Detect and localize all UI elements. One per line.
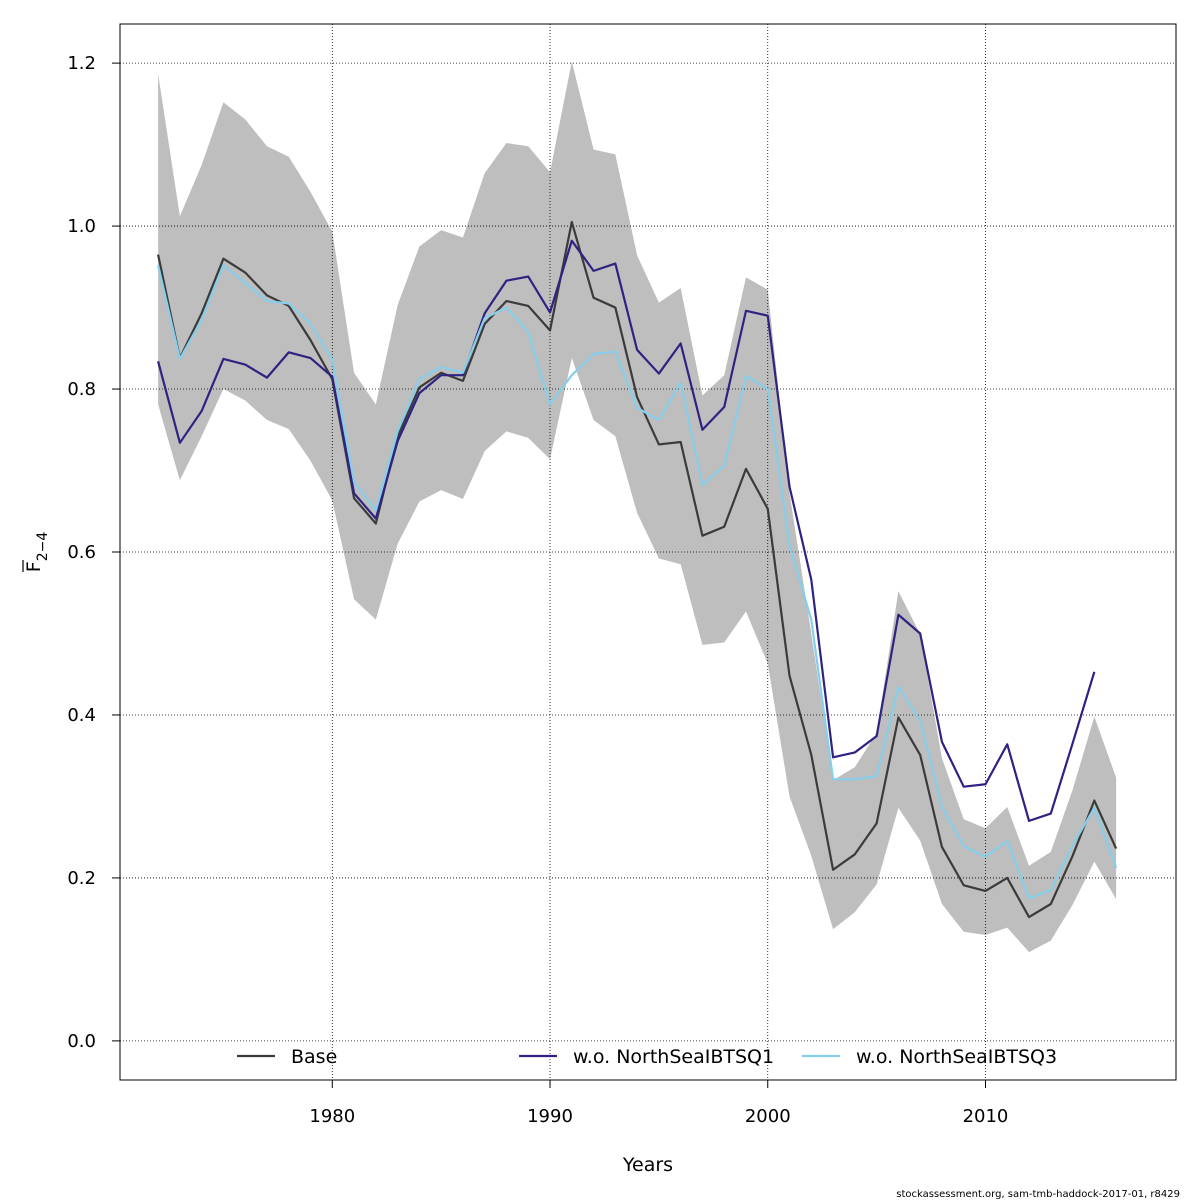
y-tick-label: 1.0 — [67, 216, 96, 237]
x-axis-title: Years — [622, 1154, 673, 1176]
x-tick-label: 1980 — [309, 1106, 355, 1127]
x-axis: 1980 1990 2000 2010 — [309, 1080, 1008, 1127]
y-tick-label: 0.4 — [67, 705, 96, 726]
y-axis: 0.0 0.2 0.4 0.6 0.8 1.0 1.2 — [67, 53, 120, 1052]
series-lines-layer — [157, 220, 1118, 919]
y-axis-title: F2−4 — [22, 532, 51, 573]
y-tick-label: 0.6 — [67, 542, 96, 563]
y-tick-label: 0.8 — [67, 379, 96, 400]
series-line-1 — [157, 220, 1118, 919]
confidence-band-layer — [158, 61, 1117, 953]
grid-layer — [120, 24, 1176, 1080]
legend-label-1: Base — [291, 1046, 337, 1068]
y-tick-label: 0.0 — [67, 1031, 96, 1052]
credit-text: stockassessment.org, sam-tmb-haddock-201… — [896, 1189, 1180, 1200]
confidence-band — [158, 61, 1117, 953]
series-line-2 — [157, 239, 1096, 822]
legend-label-2: w.o. NorthSeaIBTSQ1 — [573, 1046, 774, 1068]
y-axis-title-subscript: 2−4 — [35, 532, 51, 562]
x-tick-label: 1990 — [527, 1106, 573, 1127]
x-tick-label: 2000 — [745, 1106, 791, 1127]
svg-text:F2−4: F2−4 — [23, 532, 51, 573]
legend-label-3: w.o. NorthSeaIBTSQ3 — [856, 1046, 1057, 1068]
legend: Base w.o. NorthSeaIBTSQ1 w.o. NorthSeaIBTS… — [237, 1046, 1057, 1068]
x-tick-label: 2010 — [963, 1106, 1009, 1127]
y-tick-label: 0.2 — [67, 868, 96, 889]
series-line-3 — [157, 264, 1118, 900]
y-axis-title-main: F — [23, 561, 45, 572]
y-tick-label: 1.2 — [67, 53, 96, 74]
